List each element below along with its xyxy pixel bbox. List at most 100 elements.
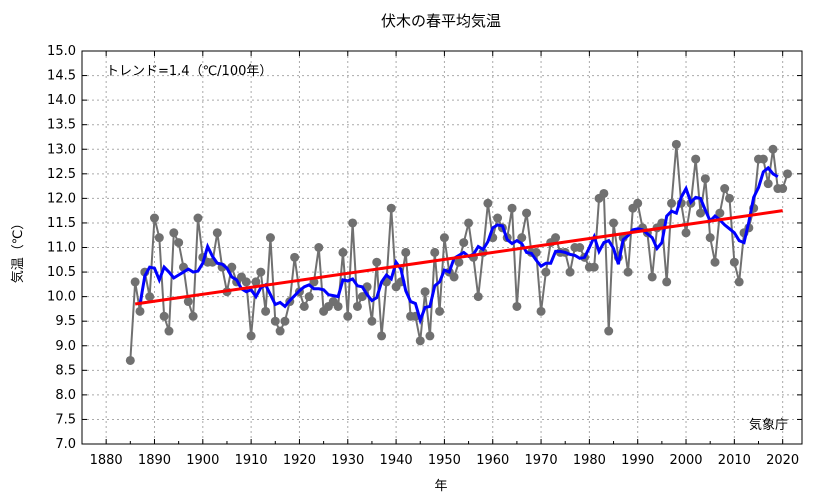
chart-title: 伏木の春平均気温 (381, 12, 501, 30)
x-tick-label: 2010 (718, 453, 751, 468)
annual-data-point (464, 218, 474, 228)
annual-data-point (265, 233, 275, 243)
annual-data-point (483, 198, 493, 208)
annual-data-point (241, 277, 251, 287)
annual-data-point (449, 272, 459, 282)
annual-data-point (768, 144, 778, 154)
annual-data-point (130, 277, 140, 287)
annual-data-point (439, 233, 449, 243)
annual-data-point (541, 267, 551, 277)
annual-data-point (174, 238, 184, 248)
annual-data-point (314, 243, 324, 252)
annual-data-point (304, 292, 314, 302)
y-tick-label: 14.5 (47, 69, 76, 84)
annual-data-point (333, 301, 343, 311)
annual-data-point (377, 331, 387, 341)
annual-data-point (623, 267, 633, 277)
annual-data-point (149, 213, 159, 223)
annual-data-point (763, 179, 773, 189)
annual-data-point (299, 301, 309, 311)
annual-data-point (696, 208, 706, 218)
y-tick-label: 9.0 (55, 339, 76, 354)
annual-data-point (778, 184, 788, 194)
annual-data-point (710, 257, 720, 267)
annual-data-point (164, 326, 174, 336)
y-tick-label: 9.5 (55, 314, 76, 329)
y-tick-label: 11.5 (47, 216, 76, 231)
annual-data-point (551, 233, 561, 243)
x-tick-label: 1950 (428, 453, 461, 468)
x-tick-label: 2020 (766, 453, 799, 468)
annual-data-point (565, 267, 575, 277)
annual-data-point (729, 257, 739, 267)
y-axis-ticks: 7.0 7.5 8.0 8.5 9.0 9.5 10.0 10.5 11.0 11.5 12.0 12… (47, 44, 802, 452)
annual-data-point (430, 247, 440, 257)
annual-data-point (662, 277, 672, 287)
annual-data-point (251, 277, 261, 287)
annual-data-point (459, 238, 469, 248)
annual-data-point (145, 292, 155, 302)
annual-data-point (536, 306, 546, 316)
annual-data-point (604, 326, 614, 336)
x-tick-label: 2000 (669, 453, 702, 468)
annual-data-point (386, 203, 396, 213)
annual-data-point (599, 188, 609, 198)
annual-data-point (575, 243, 585, 252)
annual-data-point (420, 287, 430, 297)
annual-data-point (256, 267, 266, 277)
annual-data-point (425, 331, 435, 341)
y-tick-label: 12.5 (47, 167, 76, 182)
x-tick-label: 1960 (476, 453, 509, 468)
x-tick-label: 1910 (235, 453, 268, 468)
annual-data-point (783, 169, 793, 179)
annual-data-point (125, 355, 135, 365)
annual-data-point (280, 316, 290, 326)
annual-data-point (700, 174, 710, 184)
annual-data-point (135, 306, 145, 316)
x-tick-label: 1990 (621, 453, 654, 468)
plot-frame (81, 50, 803, 445)
annual-data-point (193, 213, 203, 223)
x-axis-label: 年 (434, 479, 447, 494)
y-axis-label: 気温（℃） (10, 217, 26, 284)
grid (82, 50, 802, 445)
annual-data-point (183, 297, 193, 307)
series (125, 139, 793, 365)
annual-data-point (691, 154, 701, 164)
annual-data-point (522, 208, 532, 218)
annual-data-point (154, 233, 164, 243)
annual-data-point (270, 316, 280, 326)
annual-data-point (454, 257, 464, 267)
x-tick-label: 1900 (186, 453, 219, 468)
x-axis-ticks: 1880 1890 1900 1910 1920 1930 1940 1950 1960 1970… (90, 51, 799, 468)
annual-data-point (609, 218, 619, 228)
y-tick-label: 7.0 (55, 437, 76, 452)
annual-data-point (720, 184, 730, 194)
annual-data-point (343, 311, 353, 321)
annual-data-point (261, 306, 271, 316)
annual-series-line (129, 144, 789, 361)
annual-data-point (647, 272, 657, 282)
annual-data-point (275, 326, 285, 336)
y-tick-label: 8.0 (55, 388, 76, 403)
annual-data-point (473, 292, 483, 302)
moving-average-line (138, 165, 779, 325)
annual-data-point (725, 193, 735, 203)
y-tick-label: 13.0 (47, 142, 76, 157)
x-tick-label: 1920 (283, 453, 316, 468)
annual-data-point (715, 208, 725, 218)
x-tick-label: 1940 (380, 453, 413, 468)
annual-data-point (734, 277, 744, 287)
annual-data-point (512, 301, 522, 311)
annual-data-point (367, 316, 377, 326)
annual-data-point (159, 311, 169, 321)
annual-data-point (338, 247, 348, 257)
annual-data-point (415, 336, 425, 346)
annual-data-point (667, 198, 677, 208)
annual-data-point (227, 262, 237, 272)
y-tick-label: 14.0 (47, 93, 76, 108)
y-tick-label: 15.0 (47, 44, 76, 59)
annual-data-point (169, 228, 179, 238)
annual-data-point (246, 331, 256, 341)
